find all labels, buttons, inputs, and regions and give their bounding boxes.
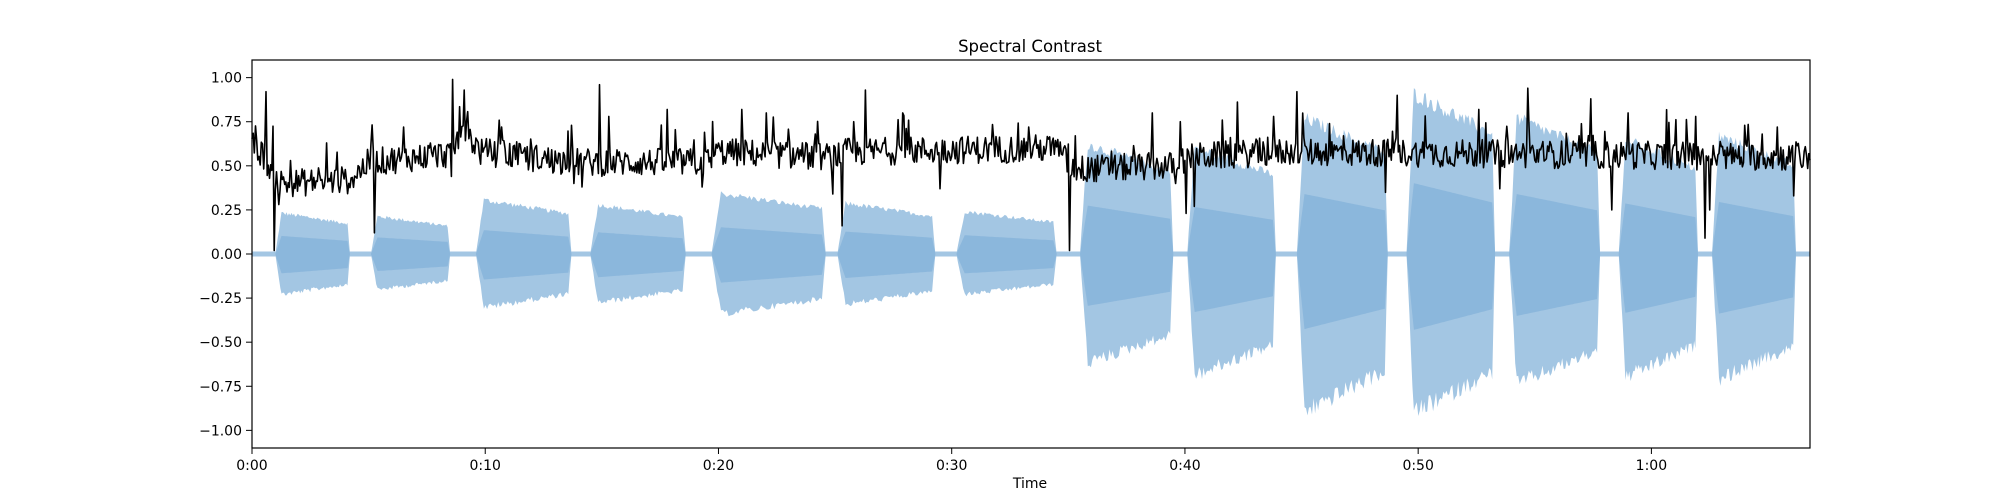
waveform-core-3 [475, 230, 572, 280]
waveform-core-9 [1187, 207, 1276, 312]
waveform-segment-8 [1080, 143, 1174, 368]
waveform-segment-1 [275, 212, 350, 296]
waveform-segment-2 [370, 215, 451, 290]
waveform-core-6 [837, 231, 936, 278]
x-tick-label: 0:50 [1402, 458, 1433, 474]
waveform-segment-3 [475, 198, 572, 310]
x-tick-label: 0:30 [936, 458, 967, 474]
y-tick-label: 0.25 [211, 203, 242, 219]
x-tick-label: 0:10 [470, 458, 501, 474]
waveform-segment-6 [837, 200, 936, 307]
waveform-segment-4 [590, 204, 686, 304]
waveform-core-11 [1406, 183, 1496, 330]
y-axis-ticks: 1.00 0.75 0.50 0.25 0.00 −0.25 −0.50 −0.75 −1.00 [199, 71, 252, 439]
y-tick-label: −0.50 [199, 335, 242, 351]
waveform-core-7 [956, 235, 1057, 274]
waveform-core-1 [275, 235, 350, 274]
waveform-core-8 [1080, 205, 1174, 306]
y-tick-label: −0.25 [199, 291, 242, 307]
waveform-core-14 [1712, 202, 1796, 314]
waveform-core-13 [1618, 203, 1698, 313]
waveform-segment-12 [1509, 114, 1601, 385]
y-tick-label: 1.00 [211, 71, 242, 87]
waveform-segment-11 [1406, 88, 1496, 416]
waveform-core-4 [590, 232, 686, 278]
waveform-segment-7 [956, 211, 1057, 297]
waveform-core-10 [1296, 194, 1388, 330]
plot-area [251, 78, 1811, 416]
x-tick-label: 1:00 [1636, 458, 1667, 474]
waveform-core-5 [711, 227, 826, 283]
chart-title: Spectral Contrast [958, 37, 1102, 56]
x-tick-label: 0:20 [703, 458, 734, 474]
waveform-core-12 [1509, 194, 1601, 316]
y-tick-label: 0.00 [211, 247, 242, 263]
waveform-segment-9 [1187, 145, 1276, 380]
y-tick-label: −0.75 [199, 379, 242, 395]
y-tick-label: −1.00 [199, 423, 242, 439]
waveform-segment-13 [1618, 137, 1698, 382]
waveform-core-2 [370, 237, 451, 271]
x-tick-label: 0:40 [1169, 458, 1200, 474]
axes-frame [251, 59, 1811, 449]
y-tick-label: 0.50 [211, 159, 242, 175]
x-axis-ticks: 0:00 0:10 0:20 0:30 0:40 0:50 1:00 [236, 448, 1667, 474]
x-tick-label: 0:00 [236, 458, 267, 474]
spectral-contrast-line [251, 78, 1811, 252]
waveform-segment-5 [711, 191, 826, 317]
y-tick-label: 0.75 [211, 115, 242, 131]
x-axis-label: Time [1012, 476, 1047, 492]
waveform-segment-10 [1296, 113, 1388, 416]
waveform-segment-14 [1712, 131, 1796, 386]
